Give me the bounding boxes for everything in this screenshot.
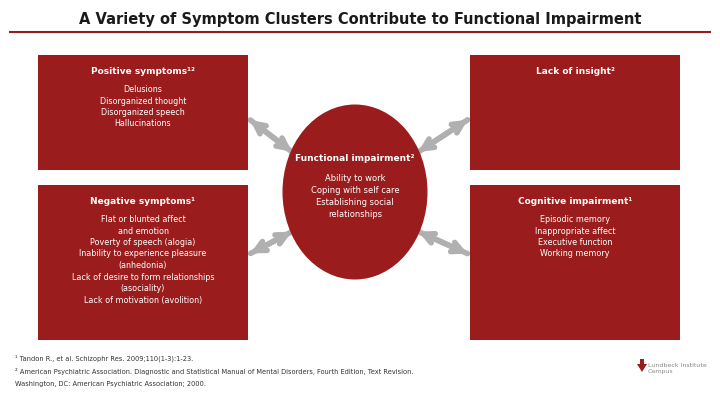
Text: Lack of desire to form relationships: Lack of desire to form relationships <box>72 273 215 281</box>
Text: Episodic memory: Episodic memory <box>540 215 610 224</box>
Text: Lack of motivation (avolition): Lack of motivation (avolition) <box>84 296 202 305</box>
FancyBboxPatch shape <box>38 185 248 340</box>
FancyBboxPatch shape <box>470 55 680 170</box>
Text: (anhedonia): (anhedonia) <box>119 261 167 270</box>
Text: ² American Psychiatric Association. Diagnostic and Statistical Manual of Mental : ² American Psychiatric Association. Diag… <box>15 368 413 375</box>
Text: Working memory: Working memory <box>540 249 610 258</box>
Text: Positive symptoms¹²: Positive symptoms¹² <box>91 67 195 76</box>
Text: Establishing social: Establishing social <box>316 198 394 207</box>
Text: Cognitive impairment¹: Cognitive impairment¹ <box>518 197 632 206</box>
Text: ¹ Tandon R., et al. Schizophr Res. 2009;110(1-3):1-23.: ¹ Tandon R., et al. Schizophr Res. 2009;… <box>15 355 193 362</box>
Text: Functional impairment²: Functional impairment² <box>295 154 415 163</box>
Text: Inappropriate affect: Inappropriate affect <box>535 226 616 235</box>
Text: Poverty of speech (alogia): Poverty of speech (alogia) <box>90 238 196 247</box>
Text: Inability to experience pleasure: Inability to experience pleasure <box>79 249 207 258</box>
Text: (asociality): (asociality) <box>121 284 165 293</box>
Text: Lundbeck Institute
Campus: Lundbeck Institute Campus <box>648 363 707 374</box>
FancyBboxPatch shape <box>38 55 248 170</box>
Text: Disorganized thought: Disorganized thought <box>100 96 186 105</box>
Polygon shape <box>637 364 647 372</box>
Text: Executive function: Executive function <box>538 238 612 247</box>
Text: Negative symptoms¹: Negative symptoms¹ <box>91 197 196 206</box>
Text: relationships: relationships <box>328 210 382 219</box>
Text: and emotion: and emotion <box>117 226 168 235</box>
Text: Lack of insight²: Lack of insight² <box>536 67 614 76</box>
FancyBboxPatch shape <box>640 359 644 364</box>
Text: Hallucinations: Hallucinations <box>114 119 171 128</box>
Text: Coping with self care: Coping with self care <box>311 186 400 195</box>
Text: Disorganized speech: Disorganized speech <box>101 108 185 117</box>
Text: A Variety of Symptom Clusters Contribute to Functional Impairment: A Variety of Symptom Clusters Contribute… <box>78 12 642 27</box>
FancyBboxPatch shape <box>470 185 680 340</box>
Text: Washington, DC: American Psychiatric Association; 2000.: Washington, DC: American Psychiatric Ass… <box>15 381 206 387</box>
Text: Delusions: Delusions <box>124 85 163 94</box>
Text: Flat or blunted affect: Flat or blunted affect <box>101 215 185 224</box>
Text: Ability to work: Ability to work <box>325 174 385 183</box>
Ellipse shape <box>282 104 428 279</box>
